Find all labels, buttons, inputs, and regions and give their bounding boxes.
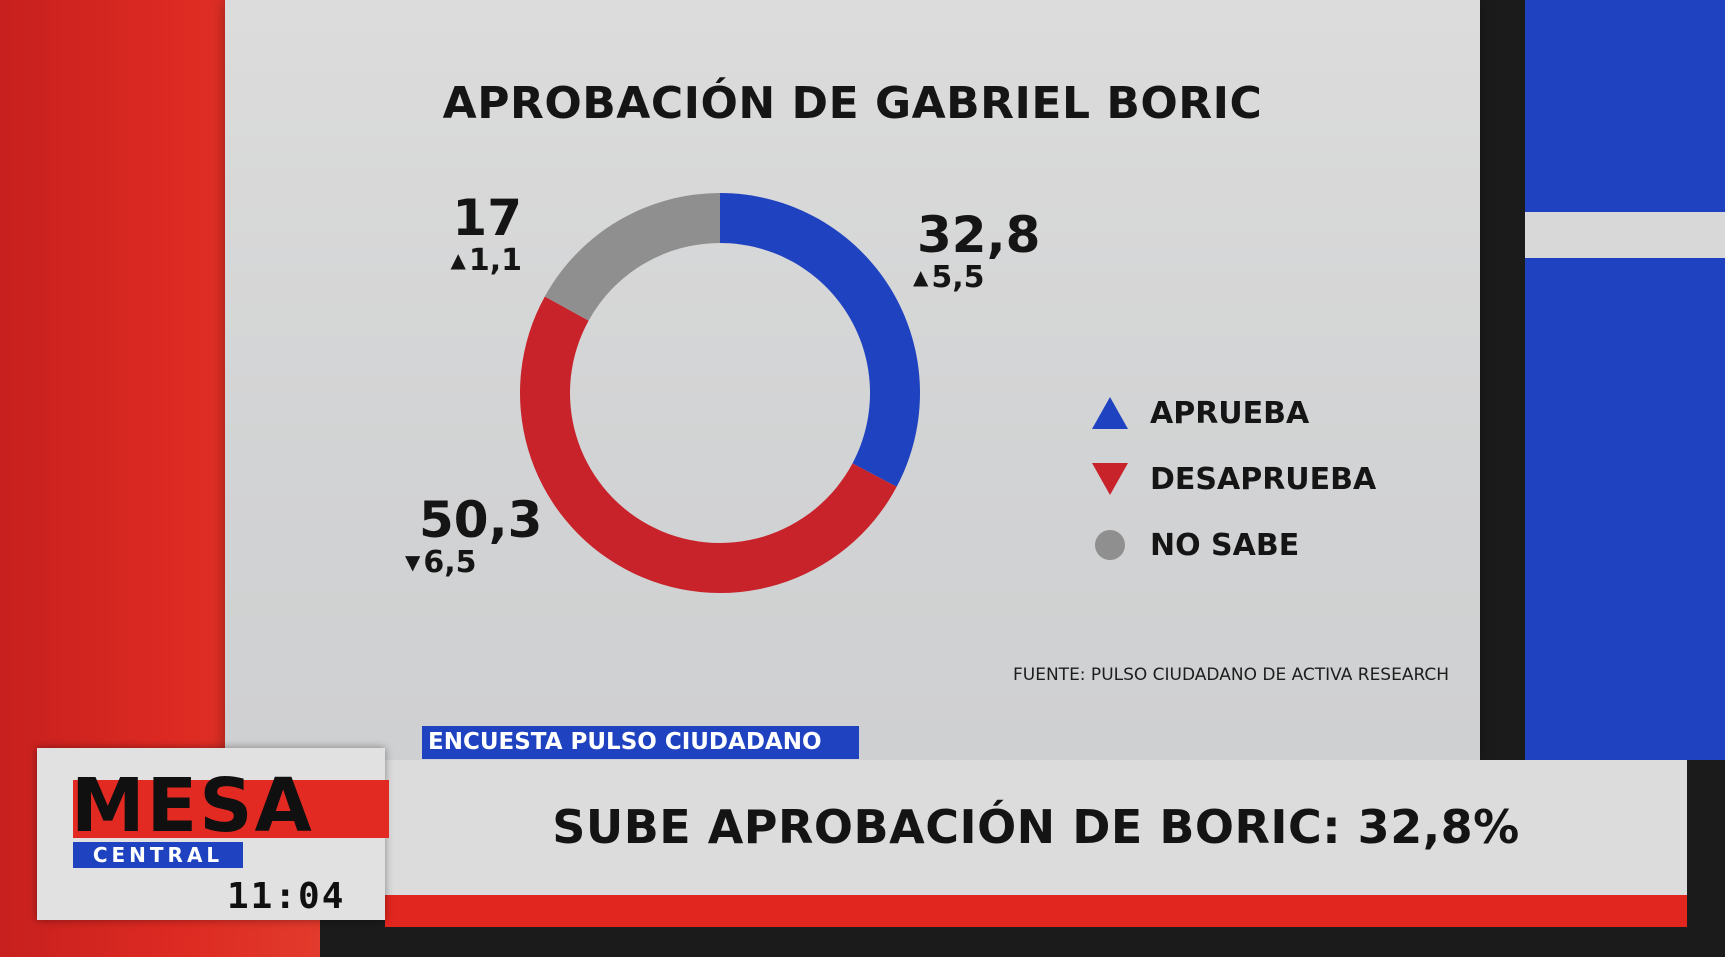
lower-third-bar xyxy=(385,760,1687,895)
segment-tag: ENCUESTA PULSO CIUDADANO xyxy=(422,726,859,759)
legend-item-desaprueba: DESAPRUEBA xyxy=(1090,446,1376,512)
triangle-down-icon xyxy=(1092,463,1128,495)
lower-third-red-strip xyxy=(385,895,1687,927)
legend-label-desaprueba: DESAPRUEBA xyxy=(1150,461,1377,497)
donut-slice-desaprueba xyxy=(519,296,897,594)
triangle-up-icon xyxy=(1092,397,1128,429)
up-arrow-icon: ▲ xyxy=(913,265,929,289)
donut-chart xyxy=(519,193,920,594)
desaprueba-value: 50,3 xyxy=(419,491,543,549)
headline: SUBE APROBACIÓN DE BORIC: 32,8% xyxy=(552,800,1520,854)
down-arrow-icon: ▼ xyxy=(405,550,421,574)
value-label-no-sabe: 17 ▲ 1,1 xyxy=(432,193,522,278)
clock: 11:04 xyxy=(227,876,346,917)
legend-label-aprueba: APRUEBA xyxy=(1150,395,1310,431)
aprueba-value: 32,8 xyxy=(917,206,1041,264)
legend-item-no-sabe: NO SABE xyxy=(1090,512,1376,578)
aprueba-change: ▲ 5,5 xyxy=(913,260,985,295)
legend-item-aprueba: APRUEBA xyxy=(1090,380,1376,446)
value-label-desaprueba: 50,3 ▼ 6,5 xyxy=(405,495,542,580)
chart-panel xyxy=(225,0,1480,760)
logo-red-band xyxy=(73,780,389,838)
chart-source: FUENTE: PULSO CIUDADANO DE ACTIVA RESEAR… xyxy=(1013,665,1450,685)
up-arrow-icon: ▲ xyxy=(450,248,466,272)
circle-icon xyxy=(1095,530,1125,560)
chart-legend: APRUEBA DESAPRUEBA NO SABE xyxy=(1090,380,1376,578)
channel-logo: MESA CENTRAL 11:04 xyxy=(37,748,389,920)
logo-mesa-text: MESA xyxy=(71,763,314,849)
desaprueba-change: ▼ 6,5 xyxy=(405,545,477,580)
value-label-aprueba: 32,8 ▲ 5,5 xyxy=(913,206,1041,295)
background-blue-divider xyxy=(1525,212,1725,258)
donut-slice-no-sabe xyxy=(544,193,720,321)
chart-title: APROBACIÓN DE GABRIEL BORIC xyxy=(442,78,1263,129)
legend-label-no-sabe: NO SABE xyxy=(1150,527,1300,563)
donut-slice-aprueba xyxy=(720,193,920,487)
background-blue-panel xyxy=(1525,0,1725,760)
no-sabe-change: ▲ 1,1 xyxy=(450,243,522,278)
no-sabe-value: 17 xyxy=(452,189,522,247)
logo-central-text: CENTRAL xyxy=(73,842,243,868)
